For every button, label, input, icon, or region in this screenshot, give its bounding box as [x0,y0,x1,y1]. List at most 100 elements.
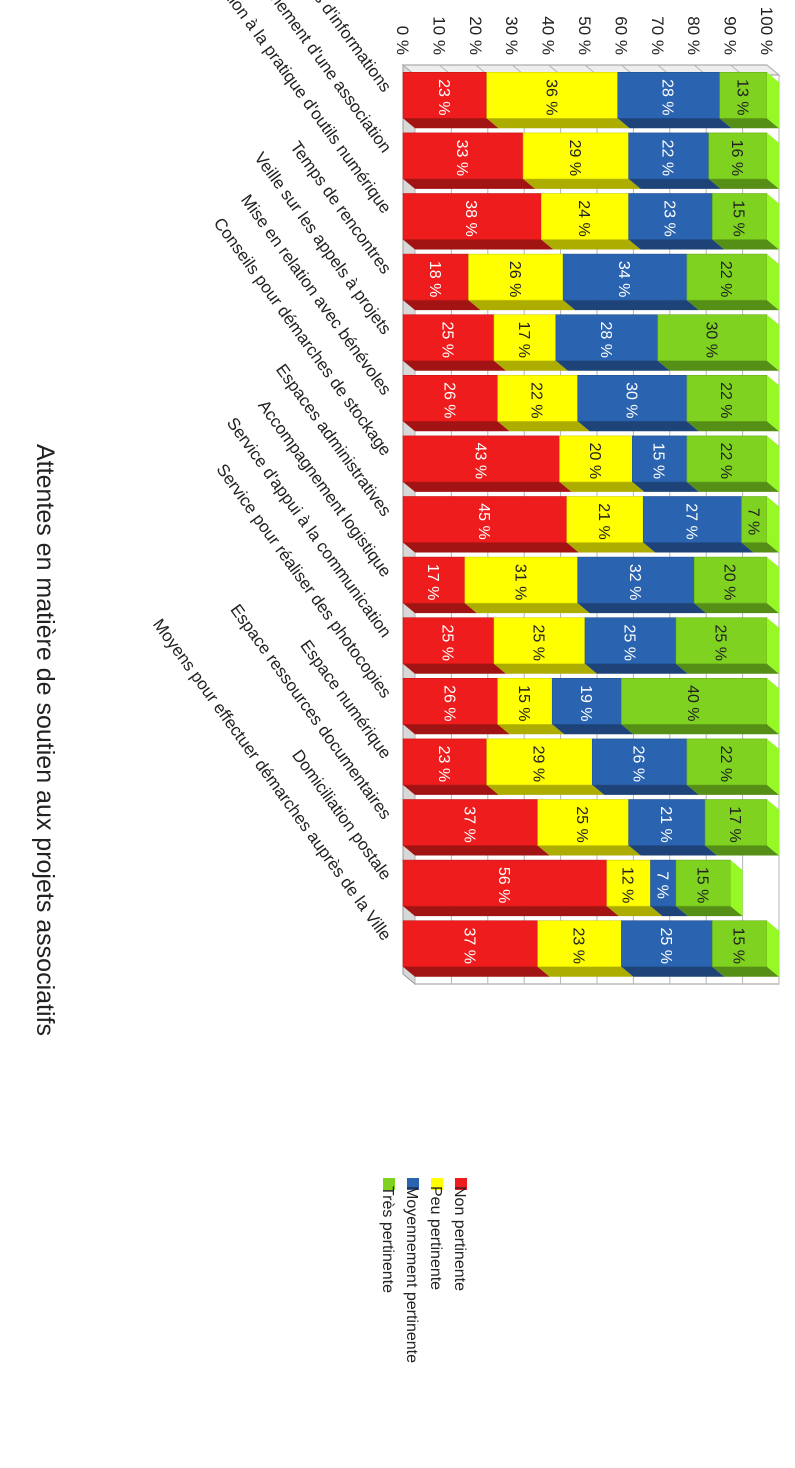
bar-top [767,496,779,553]
bar-top [767,254,779,311]
bar-side [566,542,656,553]
data-label: 18 % [426,261,443,297]
data-label: 22 % [659,140,676,176]
data-label: 20 % [721,564,738,600]
data-label: 56 % [495,867,512,903]
legend-swatch [455,1178,467,1190]
bar-side [592,784,699,795]
bar-side [403,663,506,674]
y-tick-label: 50 % [575,16,594,55]
bar-side [712,966,779,977]
bar-top [767,617,779,674]
data-label: 29 % [566,140,583,176]
bar-top [767,738,779,795]
data-label: 23 % [661,200,678,236]
bar-side [686,300,779,311]
bar-side [497,421,590,432]
chart-title: Attentes en matière de soutien aux proje… [31,444,59,1036]
category-label: Espace ressources documentaires [226,601,395,823]
bar-top [767,132,779,189]
y-tick-label: 20 % [466,16,485,55]
bar-side [523,178,641,189]
data-label: 17 % [726,806,743,842]
bar-side [621,724,779,735]
bar-side [617,118,732,129]
bar-side [585,663,688,674]
data-label: 15 % [730,200,747,236]
plot-area: 0 % 10 % 20 % 30 % 40 % 50 % 60 % 70 % 80 % 90 % 1… [149,0,781,986]
data-label: 26 % [440,685,457,721]
y-tick-label: 60 % [611,16,630,55]
bar-side [657,360,779,371]
bar-side [403,845,550,856]
legend: Non pertinente Peu pertinente Moyennement … [379,1178,468,1363]
data-label: 25 % [439,321,456,357]
data-label: 28 % [597,321,614,357]
y-tick-label: 100 % [757,7,776,55]
bar-side [403,724,510,735]
data-label: 20 % [586,443,603,479]
y-tick-label: 80 % [684,16,703,55]
bar-side [403,118,499,129]
data-label: 32 % [626,564,643,600]
gridline-depth [766,64,780,76]
bar-side [643,542,754,553]
bar-side [628,178,721,189]
data-label: 25 % [439,624,456,660]
data-label: 23 % [435,79,452,115]
data-label: 33 % [453,140,470,176]
bar-side [676,906,743,917]
bar-side [686,784,779,795]
bar-side [494,360,568,371]
data-label: 27 % [682,503,699,539]
data-label: 45 % [475,503,492,539]
data-label: 7 % [744,508,761,536]
bar-side [741,542,779,553]
data-label: 26 % [630,746,647,782]
data-label: 38 % [462,200,479,236]
data-label: 22 % [717,382,734,418]
bar-side [632,481,699,492]
data-label: 36 % [542,79,559,115]
bar-side [650,906,688,917]
bar-side [403,360,506,371]
bar-side [403,178,536,189]
bar-side [403,239,554,250]
bar-side [403,542,579,553]
bar-side [552,724,634,735]
bar-side [403,481,572,492]
data-label: 25 % [657,927,674,963]
data-label: 25 % [621,624,638,660]
data-label: 7 % [653,871,670,899]
bar-side [563,300,699,311]
bar-side [606,906,663,917]
bar-side [559,481,645,492]
data-label: 40 % [684,685,701,721]
bar-side [705,845,779,856]
data-label: 43 % [471,443,488,479]
bar-segment [675,859,731,907]
bar-side [676,663,779,674]
data-label: 15 % [730,927,747,963]
y-tick-label: 10 % [429,16,448,55]
data-label: 17 % [424,564,441,600]
bar-side [537,966,634,977]
data-label: 22 % [717,261,734,297]
bar-top [767,375,779,432]
bar-side [719,118,779,129]
legend-swatch [431,1178,443,1190]
bar-side [537,845,641,856]
data-label: 25 % [530,624,547,660]
bar-top [767,920,779,977]
y-tick-label: 0 % [393,26,412,55]
legend-label: Non pertinente [451,1186,468,1291]
bar-side [621,966,725,977]
bar-side [403,784,499,795]
legend-label: Moyennement pertinente [403,1186,420,1363]
data-label: 22 % [717,746,734,782]
data-label: 25 % [573,806,590,842]
data-label: 30 % [622,382,639,418]
data-label: 21 % [595,503,612,539]
bar-top [767,435,779,492]
data-label: 29 % [530,746,547,782]
